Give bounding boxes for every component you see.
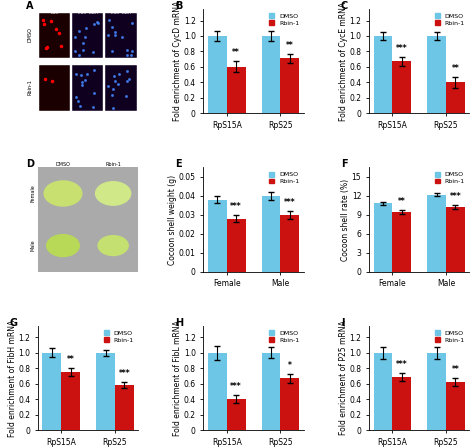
Text: D: D [26, 159, 34, 169]
Legend: DMSO, Rbin-1: DMSO, Rbin-1 [434, 329, 466, 344]
Y-axis label: Cocoon shell rate (%): Cocoon shell rate (%) [341, 178, 350, 261]
FancyBboxPatch shape [72, 65, 103, 111]
Bar [446, 207, 465, 271]
Bar [281, 379, 299, 430]
Bar [227, 219, 246, 271]
Text: **: ** [451, 365, 459, 374]
Bar [262, 36, 281, 113]
FancyBboxPatch shape [38, 65, 70, 111]
Legend: DMSO, Rbin-1: DMSO, Rbin-1 [102, 329, 135, 344]
Text: EdU: EdU [51, 10, 59, 14]
Bar [427, 353, 446, 430]
Text: DMSO: DMSO [27, 28, 32, 43]
Text: Male: Male [30, 240, 36, 251]
Text: Female: Female [30, 185, 36, 202]
Y-axis label: Cocoon shell weight (g): Cocoon shell weight (g) [168, 174, 177, 265]
Bar [115, 385, 134, 430]
Text: ***: *** [396, 360, 408, 369]
Ellipse shape [47, 235, 79, 257]
Bar [88, 168, 138, 220]
Bar [427, 194, 446, 271]
Y-axis label: Fold enrichment of CycE mRNA: Fold enrichment of CycE mRNA [339, 1, 348, 121]
Text: H: H [175, 318, 183, 327]
Y-axis label: Fold enrichment of FibH mRNA: Fold enrichment of FibH mRNA [8, 319, 17, 437]
Text: ***: *** [284, 198, 296, 207]
Legend: DMSO, Rbin-1: DMSO, Rbin-1 [268, 12, 301, 27]
Bar [392, 211, 411, 271]
Bar [392, 377, 411, 430]
Text: A: A [26, 0, 33, 11]
Text: **: ** [232, 48, 240, 57]
Text: I: I [341, 318, 345, 327]
Bar [208, 200, 227, 271]
Bar [227, 67, 246, 113]
Text: ***: *** [396, 43, 408, 53]
Bar [374, 36, 392, 113]
Bar [392, 61, 411, 113]
Bar [208, 353, 227, 430]
Ellipse shape [98, 236, 128, 255]
Bar [374, 353, 392, 430]
Text: G: G [10, 318, 18, 327]
Bar [43, 353, 61, 430]
Text: ***: *** [230, 382, 242, 391]
Ellipse shape [44, 181, 82, 206]
Bar [88, 220, 138, 271]
FancyBboxPatch shape [105, 65, 137, 111]
Text: C: C [341, 0, 348, 11]
Y-axis label: Fold enrichment of FibL mRNA: Fold enrichment of FibL mRNA [173, 320, 182, 436]
Bar [96, 353, 115, 430]
Text: EdU  DAPI: EdU DAPI [111, 10, 132, 14]
FancyBboxPatch shape [72, 13, 103, 59]
Y-axis label: Fold enrichment of CycD mRNA: Fold enrichment of CycD mRNA [173, 1, 182, 121]
Bar [227, 399, 246, 430]
Text: E: E [175, 159, 182, 169]
Text: F: F [341, 159, 347, 169]
Bar [446, 82, 465, 113]
Bar [208, 36, 227, 113]
Bar [281, 58, 299, 113]
Bar [262, 196, 281, 271]
Bar [38, 168, 88, 220]
Text: Rbin-1: Rbin-1 [27, 79, 32, 95]
Legend: DMSO, Rbin-1: DMSO, Rbin-1 [434, 171, 466, 185]
Y-axis label: Fold enrichment of P25 mRNA: Fold enrichment of P25 mRNA [339, 321, 348, 435]
FancyBboxPatch shape [105, 13, 137, 59]
Legend: DMSO, Rbin-1: DMSO, Rbin-1 [434, 12, 466, 27]
Text: **: ** [398, 197, 406, 206]
Bar [262, 353, 281, 430]
Bar [281, 215, 299, 271]
Legend: DMSO, Rbin-1: DMSO, Rbin-1 [268, 329, 301, 344]
Text: ***: *** [230, 202, 242, 211]
Text: ***: *** [449, 192, 461, 201]
Text: ***: *** [118, 369, 130, 378]
Text: EdU  DAPI: EdU DAPI [78, 10, 98, 14]
Text: **: ** [451, 64, 459, 73]
Text: Rbin-1: Rbin-1 [105, 163, 121, 168]
Text: DMSO: DMSO [55, 163, 71, 168]
Bar [446, 382, 465, 430]
Legend: DMSO, Rbin-1: DMSO, Rbin-1 [268, 171, 301, 185]
Bar [38, 220, 88, 271]
Text: *: * [288, 361, 292, 370]
Text: **: ** [286, 41, 294, 50]
Bar [374, 203, 392, 271]
Bar [427, 36, 446, 113]
Text: B: B [175, 0, 182, 11]
Text: **: ** [67, 355, 74, 364]
Bar [61, 372, 80, 430]
Ellipse shape [96, 182, 131, 205]
FancyBboxPatch shape [38, 13, 70, 59]
